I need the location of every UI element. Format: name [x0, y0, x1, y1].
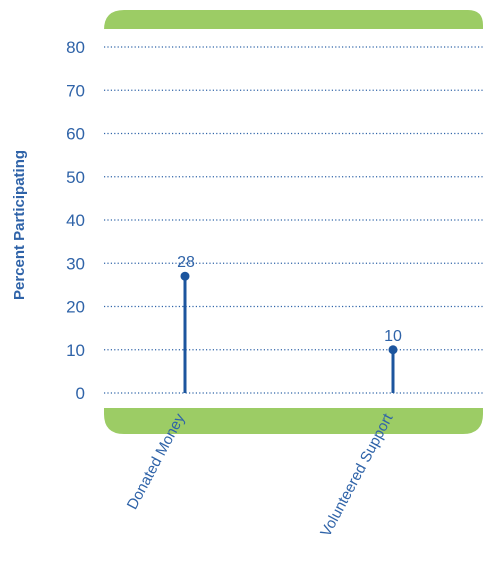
bottom-band [104, 408, 483, 434]
chart-bands [104, 10, 483, 434]
y-tick-label: 10 [66, 341, 85, 360]
lollipop-dot [180, 271, 190, 281]
y-tick-label: 20 [66, 298, 85, 317]
y-tick-label: 40 [66, 211, 85, 230]
y-axis-ticks: 0 10 20 30 40 50 60 70 80 [66, 38, 85, 403]
lollipop-dot [388, 345, 398, 355]
lollipop-marks: 28 10 [177, 254, 402, 393]
y-tick-label: 70 [66, 81, 85, 100]
top-band [104, 10, 483, 30]
y-tick-label: 50 [66, 168, 85, 187]
y-axis-label: Percent Participating [11, 150, 28, 300]
data-label: 28 [177, 254, 195, 271]
y-tick-label: 60 [66, 125, 85, 144]
gridlines [104, 46, 483, 394]
y-tick-label: 30 [66, 254, 85, 273]
y-tick-label: 80 [66, 38, 85, 57]
data-label: 10 [384, 328, 402, 345]
y-tick-label: 0 [76, 384, 85, 403]
